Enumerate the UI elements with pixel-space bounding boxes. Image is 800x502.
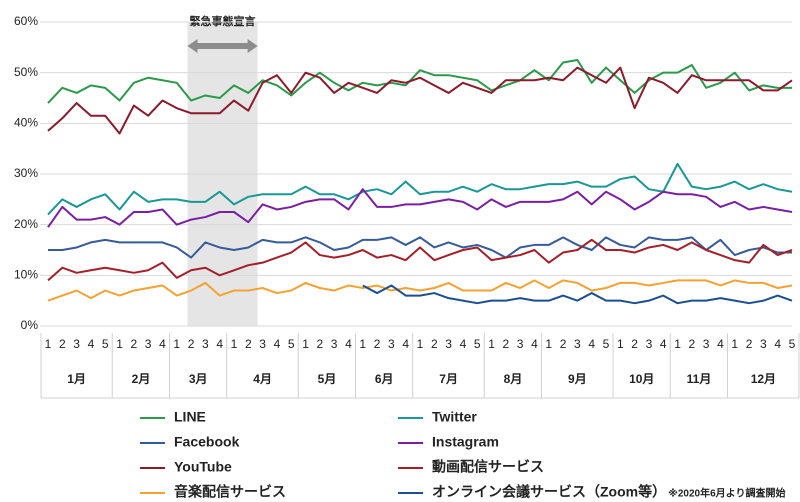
x-tick-label: 4 [88,337,95,351]
legend-note: ※2020年6月より調査開始 [668,487,785,500]
x-tick-label: 2 [317,337,324,351]
x-tick-label: 1 [674,337,681,351]
x-tick-label: 4 [402,337,409,351]
legend-label: Instagram [432,434,499,450]
x-tick-label: 2 [131,337,138,351]
series-line [47,238,793,282]
x-tick-label: 2 [631,337,638,351]
x-tick-label: 1 [359,337,366,351]
x-tick-label: 1 [417,337,424,351]
month-label: 1月 [67,372,86,386]
y-tick-label: 0% [21,318,39,332]
x-tick-label: 1 [45,337,52,351]
x-tick-label: 4 [717,337,724,351]
x-tick-label: 3 [646,337,653,351]
x-tick-label: 3 [145,337,152,351]
x-tick-label: 3 [517,337,524,351]
x-tick-label: 2 [560,337,567,351]
x-tick-label: 2 [431,337,438,351]
x-tick-label: 3 [259,337,266,351]
month-label: 11月 [687,372,712,386]
series-line [48,236,792,259]
y-tick-label: 10% [14,268,38,282]
x-tick-label: 3 [760,337,767,351]
x-tick-label: 1 [302,337,309,351]
x-tick-label: 2 [503,337,510,351]
x-tick-label: 4 [774,337,781,351]
annotation: 緊急事態宣言 [190,14,256,28]
x-tick-label: 5 [603,337,610,351]
x-tick-label: 1 [231,337,238,351]
y-tick-label: 40% [14,116,38,130]
x-tick-label: 1 [116,337,123,351]
month-label: 4月 [253,372,272,386]
month-label: 3月 [189,372,208,386]
x-tick-label: 4 [660,337,667,351]
x-tick-label: 3 [331,337,338,351]
series-line [47,66,793,135]
legend-label: 音楽配信サービス [174,484,286,500]
series-line [362,284,793,305]
x-tick-label: 3 [574,337,581,351]
x-tick-label: 2 [245,337,252,351]
y-tick-label: 50% [14,65,38,79]
x-tick-label: 4 [531,337,538,351]
x-tick-label: 1 [488,337,495,351]
month-label: 10月 [629,372,654,386]
x-tick-label: 1 [731,337,738,351]
x-tick-label: 5 [102,337,109,351]
x-tick-label: 3 [73,337,80,351]
legend-label: 動画配信サービス [432,459,544,475]
x-tick-label: 3 [703,337,710,351]
x-tick-label: 2 [188,337,195,351]
x-tick-label: 4 [159,337,166,351]
x-tick-label: 2 [689,337,696,351]
legend-label: LINE [174,409,206,425]
x-tick-label: 4 [345,337,352,351]
x-tick-label: 3 [388,337,395,351]
x-tick-label: 4 [274,337,281,351]
y-tick-label: 60% [14,14,38,28]
series-line [47,188,793,228]
x-tick-label: 4 [216,337,223,351]
month-label: 9月 [568,372,587,386]
legend-label: Twitter [432,409,477,425]
month-label: 2月 [132,372,151,386]
x-tick-label: 2 [374,337,381,351]
legend-label: オンライン会議サービス（Zoom等） [432,484,666,500]
emergency-arrow [187,39,258,53]
x-tick-label: 5 [789,337,796,351]
month-label: 7月 [439,372,458,386]
x-tick-label: 5 [474,337,481,351]
series-line [47,162,793,216]
x-tick-label: 3 [445,337,452,351]
x-tick-label: 4 [588,337,595,351]
month-label: 12月 [751,372,776,386]
month-label: 6月 [375,372,394,386]
legend-label: Facebook [174,434,240,450]
x-tick-label: 3 [202,337,209,351]
x-tick-label: 4 [460,337,467,351]
y-tick-label: 30% [14,166,38,180]
series-line [47,279,793,302]
y-tick-label: 20% [14,217,38,231]
x-tick-label: 1 [173,337,180,351]
x-tick-label: 1 [545,337,552,351]
x-tick-label: 2 [59,337,66,351]
legend-label: YouTube [174,459,232,475]
month-label: 5月 [318,372,337,386]
x-tick-label: 2 [746,337,753,351]
month-label: 8月 [504,372,523,386]
x-tick-label: 1 [617,337,624,351]
x-tick-label: 5 [288,337,295,351]
series-line [47,59,792,104]
